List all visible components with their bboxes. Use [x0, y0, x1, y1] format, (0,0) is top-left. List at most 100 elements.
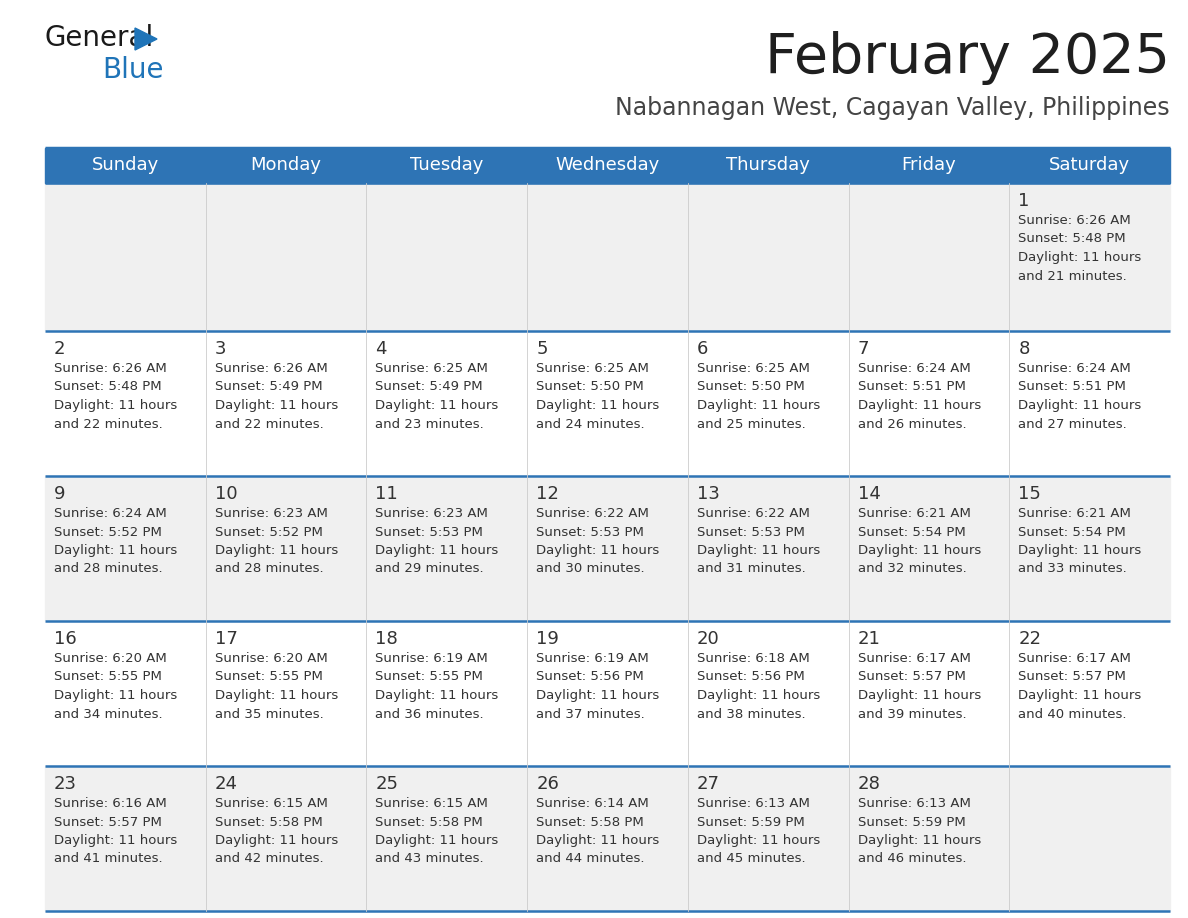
- Text: Tuesday: Tuesday: [410, 156, 484, 174]
- Text: Sunset: 5:59 PM: Sunset: 5:59 PM: [697, 815, 804, 829]
- Text: 9: 9: [53, 485, 65, 503]
- Text: Sunrise: 6:22 AM: Sunrise: 6:22 AM: [536, 507, 649, 520]
- Text: Sunrise: 6:22 AM: Sunrise: 6:22 AM: [697, 507, 810, 520]
- Text: and 39 minutes.: and 39 minutes.: [858, 708, 966, 721]
- Polygon shape: [135, 28, 157, 50]
- Text: Sunrise: 6:13 AM: Sunrise: 6:13 AM: [858, 797, 971, 810]
- Text: Sunrise: 6:23 AM: Sunrise: 6:23 AM: [375, 507, 488, 520]
- Text: Daylight: 11 hours: Daylight: 11 hours: [53, 544, 177, 557]
- Text: Sunset: 5:52 PM: Sunset: 5:52 PM: [53, 525, 162, 539]
- Text: Wednesday: Wednesday: [555, 156, 659, 174]
- Text: 22: 22: [1018, 630, 1042, 648]
- Text: Sunset: 5:59 PM: Sunset: 5:59 PM: [858, 815, 966, 829]
- Text: Sunset: 5:54 PM: Sunset: 5:54 PM: [858, 525, 966, 539]
- Text: Daylight: 11 hours: Daylight: 11 hours: [697, 689, 820, 702]
- Text: and 43 minutes.: and 43 minutes.: [375, 853, 484, 866]
- Text: Daylight: 11 hours: Daylight: 11 hours: [53, 834, 177, 847]
- Text: Daylight: 11 hours: Daylight: 11 hours: [858, 399, 981, 412]
- Text: 15: 15: [1018, 485, 1041, 503]
- Bar: [45, 476, 1170, 621]
- Text: 18: 18: [375, 630, 398, 648]
- Text: Nabannagan West, Cagayan Valley, Philippines: Nabannagan West, Cagayan Valley, Philipp…: [615, 96, 1170, 120]
- Text: February 2025: February 2025: [765, 31, 1170, 85]
- Text: 19: 19: [536, 630, 560, 648]
- Text: and 25 minutes.: and 25 minutes.: [697, 418, 805, 431]
- Text: and 32 minutes.: and 32 minutes.: [858, 563, 966, 576]
- Text: Friday: Friday: [902, 156, 956, 174]
- Text: 25: 25: [375, 775, 398, 793]
- Text: 21: 21: [858, 630, 880, 648]
- Text: Sunrise: 6:16 AM: Sunrise: 6:16 AM: [53, 797, 166, 810]
- Text: 27: 27: [697, 775, 720, 793]
- Text: Daylight: 11 hours: Daylight: 11 hours: [375, 689, 499, 702]
- Text: Daylight: 11 hours: Daylight: 11 hours: [858, 834, 981, 847]
- Text: Sunrise: 6:17 AM: Sunrise: 6:17 AM: [858, 652, 971, 665]
- Text: and 28 minutes.: and 28 minutes.: [215, 563, 323, 576]
- Text: Blue: Blue: [102, 56, 164, 84]
- Text: and 37 minutes.: and 37 minutes.: [536, 708, 645, 721]
- Text: Sunrise: 6:21 AM: Sunrise: 6:21 AM: [1018, 507, 1131, 520]
- Text: Daylight: 11 hours: Daylight: 11 hours: [375, 544, 499, 557]
- Bar: [45, 183, 1170, 331]
- Text: Sunrise: 6:26 AM: Sunrise: 6:26 AM: [215, 362, 328, 375]
- Text: Sunset: 5:52 PM: Sunset: 5:52 PM: [215, 525, 323, 539]
- Text: 8: 8: [1018, 340, 1030, 358]
- Text: Sunset: 5:55 PM: Sunset: 5:55 PM: [53, 670, 162, 684]
- Text: Sunrise: 6:19 AM: Sunrise: 6:19 AM: [375, 652, 488, 665]
- Text: Daylight: 11 hours: Daylight: 11 hours: [858, 544, 981, 557]
- Text: Daylight: 11 hours: Daylight: 11 hours: [536, 399, 659, 412]
- Text: 4: 4: [375, 340, 387, 358]
- Text: Sunrise: 6:24 AM: Sunrise: 6:24 AM: [858, 362, 971, 375]
- Text: Daylight: 11 hours: Daylight: 11 hours: [1018, 399, 1142, 412]
- Text: and 38 minutes.: and 38 minutes.: [697, 708, 805, 721]
- Text: Daylight: 11 hours: Daylight: 11 hours: [697, 544, 820, 557]
- Text: Sunset: 5:56 PM: Sunset: 5:56 PM: [697, 670, 804, 684]
- Text: Sunrise: 6:18 AM: Sunrise: 6:18 AM: [697, 652, 809, 665]
- Text: Daylight: 11 hours: Daylight: 11 hours: [536, 834, 659, 847]
- Text: Sunrise: 6:26 AM: Sunrise: 6:26 AM: [53, 362, 166, 375]
- Text: Sunset: 5:50 PM: Sunset: 5:50 PM: [536, 380, 644, 394]
- Text: 20: 20: [697, 630, 720, 648]
- Text: 14: 14: [858, 485, 880, 503]
- Text: and 24 minutes.: and 24 minutes.: [536, 418, 645, 431]
- Text: Sunday: Sunday: [91, 156, 159, 174]
- Text: Sunrise: 6:25 AM: Sunrise: 6:25 AM: [536, 362, 649, 375]
- Text: Sunrise: 6:25 AM: Sunrise: 6:25 AM: [375, 362, 488, 375]
- Text: General: General: [45, 24, 154, 52]
- Text: and 21 minutes.: and 21 minutes.: [1018, 270, 1127, 283]
- Text: and 40 minutes.: and 40 minutes.: [1018, 708, 1126, 721]
- Text: Sunset: 5:51 PM: Sunset: 5:51 PM: [858, 380, 966, 394]
- Bar: [45, 148, 1170, 183]
- Text: 10: 10: [215, 485, 238, 503]
- Text: Sunrise: 6:24 AM: Sunrise: 6:24 AM: [1018, 362, 1131, 375]
- Text: Daylight: 11 hours: Daylight: 11 hours: [375, 834, 499, 847]
- Text: 24: 24: [215, 775, 238, 793]
- Text: and 42 minutes.: and 42 minutes.: [215, 853, 323, 866]
- Text: Daylight: 11 hours: Daylight: 11 hours: [215, 834, 337, 847]
- Text: Daylight: 11 hours: Daylight: 11 hours: [858, 689, 981, 702]
- Text: Daylight: 11 hours: Daylight: 11 hours: [536, 689, 659, 702]
- Text: Sunrise: 6:20 AM: Sunrise: 6:20 AM: [53, 652, 166, 665]
- Text: Daylight: 11 hours: Daylight: 11 hours: [1018, 251, 1142, 264]
- Text: 5: 5: [536, 340, 548, 358]
- Text: Daylight: 11 hours: Daylight: 11 hours: [215, 544, 337, 557]
- Text: and 33 minutes.: and 33 minutes.: [1018, 563, 1127, 576]
- Text: Sunset: 5:58 PM: Sunset: 5:58 PM: [536, 815, 644, 829]
- Text: Daylight: 11 hours: Daylight: 11 hours: [375, 399, 499, 412]
- Bar: [45, 331, 1170, 476]
- Text: Daylight: 11 hours: Daylight: 11 hours: [536, 544, 659, 557]
- Text: Sunset: 5:48 PM: Sunset: 5:48 PM: [53, 380, 162, 394]
- Text: 26: 26: [536, 775, 560, 793]
- Text: Monday: Monday: [251, 156, 322, 174]
- Text: Thursday: Thursday: [726, 156, 810, 174]
- Text: Daylight: 11 hours: Daylight: 11 hours: [53, 689, 177, 702]
- Text: and 34 minutes.: and 34 minutes.: [53, 708, 163, 721]
- Text: 16: 16: [53, 630, 77, 648]
- Text: Daylight: 11 hours: Daylight: 11 hours: [1018, 689, 1142, 702]
- Text: and 26 minutes.: and 26 minutes.: [858, 418, 966, 431]
- Text: Sunrise: 6:15 AM: Sunrise: 6:15 AM: [215, 797, 328, 810]
- Text: Sunrise: 6:24 AM: Sunrise: 6:24 AM: [53, 507, 166, 520]
- Text: Sunset: 5:49 PM: Sunset: 5:49 PM: [375, 380, 484, 394]
- Text: and 36 minutes.: and 36 minutes.: [375, 708, 484, 721]
- Text: Sunset: 5:51 PM: Sunset: 5:51 PM: [1018, 380, 1126, 394]
